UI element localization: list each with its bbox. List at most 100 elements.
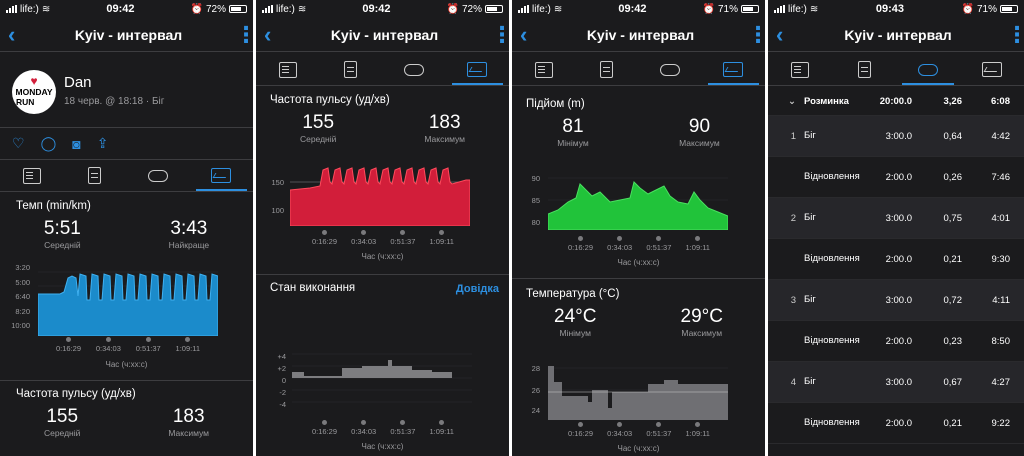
tab-summary[interactable] <box>256 54 319 85</box>
xtick: 0:51:37 <box>390 420 415 436</box>
elev-xaxis: 0:16:29 0:34:03 0:51:37 1:09:11 <box>568 236 710 252</box>
ytick: 80 <box>531 218 540 227</box>
camera-icon[interactable]: ◙ <box>72 135 81 152</box>
carrier: life:) <box>532 3 551 15</box>
tab-charts[interactable] <box>702 54 765 85</box>
battery-icon <box>485 5 503 13</box>
performance-chart[interactable] <box>292 350 472 410</box>
comment-icon[interactable]: ◯ <box>40 135 57 151</box>
xtick: 1:09:11 <box>686 236 710 252</box>
lap-row[interactable]: 3 Біг 3:00.0 0,72 4:11 <box>768 280 1024 321</box>
lap-distance: 0,23 <box>943 335 963 347</box>
lap-header-row[interactable]: ⌄ Розминка 20:00.0 3,26 6:08 <box>768 88 1024 116</box>
pace-area <box>38 273 218 336</box>
user-name: Dan <box>64 74 92 91</box>
alarm-icon: ⏰ <box>961 3 974 15</box>
activity-title: Kyiv - интервал <box>74 26 183 43</box>
hr-mini-max: 183 <box>172 406 205 427</box>
tab-details[interactable] <box>832 54 896 85</box>
hr-max-label: Максимум <box>424 134 466 144</box>
divider <box>256 274 509 275</box>
back-chevron-icon[interactable]: ‹ <box>8 21 16 47</box>
carrier: life:) <box>788 3 807 15</box>
nav-bar: ‹ Kyiv - интервал ⋮ <box>512 18 765 52</box>
heart-rate-chart[interactable] <box>290 160 470 226</box>
xtick: 1:09:11 <box>430 420 454 436</box>
lap-row[interactable]: 4 Біг 3:00.0 0,67 4:27 <box>768 362 1024 403</box>
avatar[interactable]: ♥ MONDAY RUN <box>12 70 56 114</box>
back-chevron-icon[interactable]: ‹ <box>520 21 528 47</box>
divider <box>0 380 253 381</box>
summary-icon <box>22 167 41 184</box>
xtick: 0:16:29 <box>56 337 81 353</box>
lap-distance: 0,75 <box>943 212 963 224</box>
carrier: life:) <box>20 3 39 15</box>
ytick: +2 <box>277 364 286 373</box>
hr-mini-max-label: Максимум <box>168 428 210 438</box>
lap-name: Біг <box>804 294 816 305</box>
hr-max: 183 <box>428 112 461 133</box>
battery-icon <box>1000 5 1018 13</box>
lap-row[interactable]: 2 Біг 3:00.0 0,75 4:01 <box>768 198 1024 239</box>
tab-summary[interactable] <box>0 160 63 191</box>
lap-time: 20:00.0 <box>879 96 912 107</box>
charts-icon <box>723 62 744 77</box>
tab-summary[interactable] <box>512 54 575 85</box>
lap-name: Відновлення <box>804 253 860 264</box>
battery-icon <box>741 5 759 13</box>
details-icon <box>344 61 358 78</box>
elev-area <box>548 181 728 230</box>
ytick: 3:20 <box>15 263 30 272</box>
share-icon[interactable]: ⇪ <box>96 135 109 151</box>
activity-title: Kyiv - интервал <box>586 26 695 43</box>
temp-xaxis: 0:16:29 0:34:03 0:51:37 1:09:11 <box>568 422 710 438</box>
elevation-chart[interactable] <box>548 172 728 230</box>
lap-row[interactable]: Відновлення 2:00.0 0,26 7:46 <box>768 157 1024 198</box>
back-chevron-icon[interactable]: ‹ <box>776 21 784 47</box>
lap-row[interactable]: Відновлення 2:00.0 0,23 8:50 <box>768 321 1024 362</box>
temp-title: Температура (°C) <box>526 288 620 300</box>
activity-title: Kyiv - интервал <box>844 26 952 43</box>
xtick: 0:51:37 <box>646 236 671 252</box>
ytick: +4 <box>277 352 286 361</box>
activity-meta: 18 черв. @ 18:18 · Біг <box>64 96 165 107</box>
help-link[interactable]: Довідка <box>455 283 499 295</box>
tab-details[interactable] <box>575 54 638 85</box>
clock: 09:43 <box>875 3 904 15</box>
tab-details[interactable] <box>63 160 126 191</box>
perf-title: Стан виконання <box>270 282 356 294</box>
more-options-icon[interactable]: ⋮ <box>747 21 765 47</box>
tab-charts[interactable] <box>960 54 1024 85</box>
tab-summary[interactable] <box>768 54 832 85</box>
collapse-chevron-icon: ⌄ <box>788 96 796 107</box>
more-options-icon[interactable]: ⋮ <box>235 21 253 47</box>
nav-bar: ‹ Kyiv - интервал ⋮ <box>768 18 1024 52</box>
tab-charts[interactable] <box>446 54 509 85</box>
tab-laps[interactable] <box>383 54 446 85</box>
tab-laps[interactable] <box>639 54 702 85</box>
ytick: 90 <box>531 174 540 183</box>
status-bar: life:) ≋ 09:43 ⏰ 71% <box>768 0 1024 18</box>
lap-row[interactable]: Відновлення 2:00.0 0,21 9:22 <box>768 403 1024 444</box>
temperature-chart[interactable] <box>548 362 728 420</box>
status-bar: life:) ≋ 09:42 ⏰ 71% <box>512 0 765 18</box>
nav-bar: ‹ Kyiv - интервал ⋮ <box>256 18 509 52</box>
wifi-icon: ≋ <box>297 3 307 15</box>
lap-row[interactable]: 1 Біг 3:00.0 0,64 4:42 <box>768 116 1024 157</box>
lap-row[interactable]: Відновлення 2:00.0 0,21 9:30 <box>768 239 1024 280</box>
perf-xlabel: Час (ч:хх:с) <box>361 442 404 451</box>
more-options-icon[interactable]: ⋮ <box>1006 21 1024 47</box>
elev-stats: 81 Мінімум 90 Максимум <box>512 116 765 148</box>
tab-charts[interactable] <box>190 160 253 191</box>
like-heart-icon[interactable]: ♡ <box>12 135 25 151</box>
view-tabs <box>512 54 765 86</box>
more-options-icon[interactable]: ⋮ <box>491 21 509 47</box>
hr-xaxis: 0:16:29 0:34:03 0:51:37 1:09:11 <box>312 230 454 246</box>
tab-laps[interactable] <box>896 54 960 85</box>
pace-chart[interactable] <box>38 266 218 336</box>
tab-details[interactable] <box>319 54 382 85</box>
lap-pace: 9:22 <box>991 417 1011 429</box>
tab-laps[interactable] <box>127 160 190 191</box>
xtick: 0:34:03 <box>351 420 376 436</box>
back-chevron-icon[interactable]: ‹ <box>264 21 272 47</box>
